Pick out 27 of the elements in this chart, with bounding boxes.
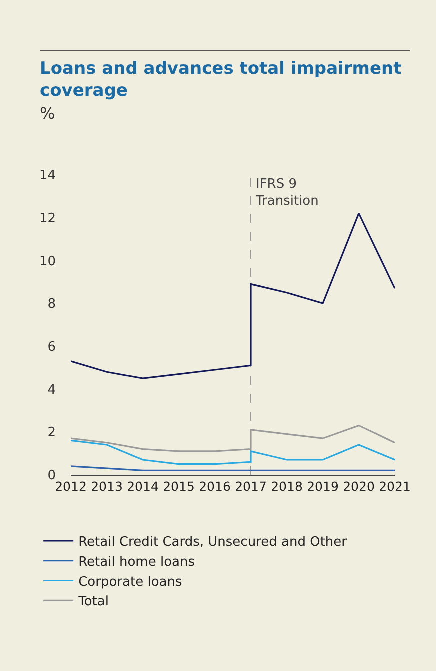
y-tick-label: 4	[48, 382, 56, 398]
y-tick-label: 14	[39, 168, 56, 184]
y-axis-title: %	[40, 104, 56, 123]
x-tick-label: 2012	[55, 479, 87, 494]
ref-line-label: IFRS 9 Transition	[255, 177, 319, 209]
line-series	[71, 440, 395, 466]
legend-label: Corporate loans	[78, 574, 182, 590]
legend-label: Retail Credit Cards, Unsecured and Other	[78, 535, 348, 550]
y-tick-label: 6	[48, 340, 56, 355]
x-tick-label: 2020	[343, 479, 375, 494]
x-tick-label: 2019	[307, 479, 339, 494]
y-tick-label: 12	[39, 211, 56, 226]
legend-label: Total	[78, 594, 109, 610]
x-tick-label: 2018	[271, 479, 303, 494]
x-tick-label: 2013	[91, 479, 123, 494]
chart-title: Loans and advances total impairment coverage	[40, 58, 403, 102]
legend-label: Retail home loans	[78, 554, 196, 570]
y-tick-label: 2	[48, 426, 56, 441]
x-tick-label: 2021	[379, 479, 411, 494]
x-tick-label: 2017	[235, 479, 267, 494]
y-tick-label: 8	[48, 297, 56, 312]
x-tick-label: 2015	[163, 479, 195, 494]
x-tick-label: 2014	[127, 479, 159, 494]
x-tick-label: 2016	[199, 479, 231, 494]
y-tick-label: 0	[48, 468, 56, 484]
y-tick-label: 10	[39, 254, 56, 270]
line-series	[71, 212, 395, 380]
